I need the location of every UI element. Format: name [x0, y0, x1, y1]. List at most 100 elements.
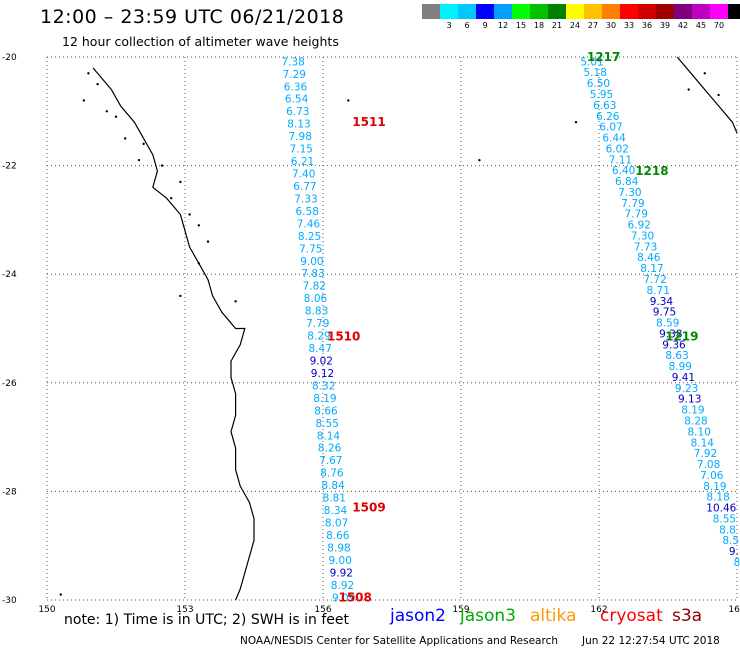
coastline — [92, 67, 255, 601]
island-mark — [478, 158, 481, 162]
island-mark — [703, 72, 706, 75]
wave-height-value: 6.92 — [628, 220, 651, 232]
scale-cell: 36 — [638, 4, 656, 31]
scale-cell — [728, 4, 740, 31]
wave-height-value: 7.79 — [621, 198, 644, 210]
wave-height-value: 8.07 — [325, 518, 348, 530]
scale-label: 6 — [464, 21, 470, 30]
wave-height-value: 7.33 — [294, 193, 317, 205]
wave-height-value: 8.17 — [640, 263, 663, 275]
wave-height-value: 8.28 — [684, 416, 707, 428]
wave-height-value: 7.29 — [283, 69, 306, 81]
wave-height-value: 8.10 — [688, 426, 711, 438]
scale-label: 18 — [533, 21, 545, 30]
scale-swatch — [458, 4, 476, 19]
wave-height-value: 9.13 — [678, 394, 701, 406]
wave-height-value: 6.63 — [593, 100, 616, 112]
wave-height-value: 10.46 — [706, 503, 736, 515]
wave-height-value: 8.84 — [321, 480, 345, 492]
island-mark — [206, 240, 210, 243]
scale-label: 45 — [695, 21, 707, 30]
island-mark — [124, 137, 127, 140]
scale-label: 42 — [677, 21, 689, 30]
scale-cell: 33 — [620, 4, 638, 31]
island-mark — [142, 142, 145, 146]
scale-cell: 70 — [710, 4, 728, 31]
scale-cell: 15 — [512, 4, 530, 31]
scale-swatch — [584, 4, 602, 19]
wave-height-value: 7.06 — [700, 470, 724, 482]
scale-cell: 18 — [530, 4, 548, 31]
wave-height-value: 9. — [729, 546, 739, 558]
wave-height-value: 6.02 — [606, 143, 629, 155]
wave-height-value: 7.79 — [306, 318, 329, 330]
page-subtitle: 12 hour collection of altimeter wave hei… — [62, 34, 339, 49]
scale-cell: 3 — [440, 4, 458, 31]
scale-cell: 12 — [494, 4, 512, 31]
wave-height-value: 8.19 — [703, 481, 726, 493]
wave-height-value: 8.8 — [719, 524, 736, 536]
scale-label: 24 — [569, 21, 581, 30]
scale-label: 3 — [446, 21, 452, 30]
lat-tick-label: -20 — [2, 53, 17, 63]
legend-item-jason3: jason3 — [460, 606, 516, 626]
scale-cell: 21 — [548, 4, 566, 31]
scale-label: 9 — [482, 21, 488, 30]
wave-height-value: 8.13 — [287, 119, 310, 131]
scale-swatch — [530, 4, 548, 19]
page-title: 12:00 – 23:59 UTC 06/21/2018 — [40, 6, 345, 28]
wave-height-value: 8 — [734, 557, 740, 569]
wave-height-value: 8.71 — [647, 285, 670, 297]
wave-height-value: 5.95 — [590, 89, 613, 101]
island-mark — [96, 82, 99, 86]
scale-label: 39 — [659, 21, 671, 30]
island-mark — [197, 262, 200, 265]
island-mark — [114, 115, 118, 118]
scale-label: 15 — [515, 21, 527, 30]
wave-height-value: 8.76 — [320, 468, 344, 480]
wave-height-value: 9.00 — [300, 256, 323, 268]
footer-note: note: 1) Time is in UTC; 2) SWH is in fe… — [64, 612, 350, 628]
wave-height-value: 8.81 — [323, 493, 346, 505]
scale-label: 36 — [641, 21, 653, 30]
island-mark — [105, 110, 109, 113]
scale-swatch — [494, 4, 512, 19]
wave-height-value: 6.44 — [602, 133, 626, 145]
pass-label: 1509 — [352, 501, 385, 515]
wave-height-value: 9.00 — [329, 555, 352, 567]
island-mark — [170, 196, 173, 200]
wave-height-value: 8.34 — [324, 505, 348, 517]
wave-height-value: 8.98 — [327, 542, 350, 554]
wave-height-value: 8.25 — [298, 231, 321, 243]
wave-height-value: 9.02 — [310, 356, 333, 368]
scale-swatch — [692, 4, 710, 19]
lon-tick-label: 159 — [452, 605, 469, 615]
wave-height-value: 7.11 — [609, 154, 632, 166]
island-mark — [574, 120, 578, 124]
island-mark — [188, 213, 191, 216]
wave-height-value: 8.66 — [326, 530, 350, 542]
timestamp: Jun 22 12:27:54 UTC 2018 — [582, 635, 720, 647]
wave-height-value: 6.40 — [612, 165, 635, 177]
scale-cell: 45 — [692, 4, 710, 31]
pass-label: 1511 — [352, 115, 385, 129]
wave-height-value: 7.40 — [292, 169, 315, 181]
wave-height-value: 8.99 — [669, 361, 692, 373]
wave-height-value: 6.73 — [286, 106, 309, 118]
wave-height-value: 6.84 — [615, 176, 639, 188]
wave-height-value: 7.08 — [697, 459, 720, 471]
wave-height-value: 9.38 — [659, 328, 682, 340]
island-mark — [179, 180, 182, 184]
wave-height-value: 8.26 — [318, 443, 342, 455]
scale-cell — [422, 4, 440, 31]
wave-height-value: 7.79 — [625, 209, 648, 221]
scale-cell: 27 — [584, 4, 602, 31]
lat-tick-label: -26 — [2, 379, 17, 389]
wave-height-value: 5.18 — [584, 67, 607, 79]
scale-cell: 9 — [476, 4, 494, 31]
legend-item-s3a: s3a — [672, 606, 703, 626]
wave-height-value: 8.83 — [305, 306, 328, 318]
pass-label: 1510 — [327, 330, 360, 344]
scale-swatch — [638, 4, 656, 19]
